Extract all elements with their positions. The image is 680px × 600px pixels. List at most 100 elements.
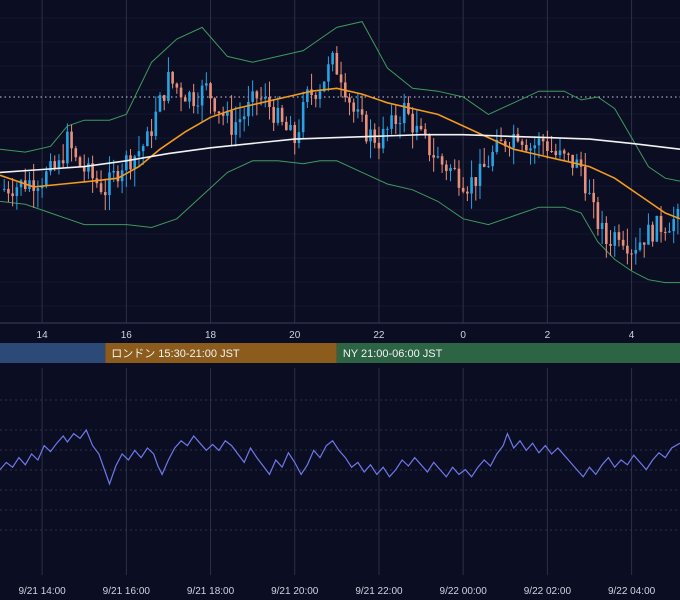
candle-body: [221, 113, 225, 116]
candle-body: [108, 172, 111, 196]
moving-average-short-line: [0, 87, 680, 220]
bollinger-upper-line: [0, 21, 680, 182]
candle-body: [137, 151, 141, 157]
candle-body: [487, 166, 490, 168]
candle-body: [423, 129, 427, 135]
candle-body: [91, 163, 94, 179]
candle-body: [600, 222, 604, 229]
candle-body: [352, 102, 355, 112]
price-x-tick-label: 2: [545, 330, 551, 341]
candle-body: [183, 97, 187, 102]
candle-body: [192, 92, 195, 107]
candle-body: [289, 125, 292, 131]
candle-body: [57, 160, 61, 169]
candle-body: [394, 115, 398, 125]
price-x-tick-label: 14: [37, 330, 49, 341]
candle-body: [478, 163, 482, 186]
candle-body: [617, 232, 621, 240]
candle-body: [310, 89, 313, 96]
candle-body: [318, 91, 322, 99]
candle-body: [482, 163, 486, 167]
candlestick-series: [2, 46, 680, 271]
candle-body: [541, 138, 545, 142]
candle-body: [36, 188, 40, 191]
candle-body: [360, 109, 364, 115]
candle-body: [7, 188, 10, 194]
price-panel: 14 16 18 20 22 0 2 4: [0, 0, 680, 341]
candle-body: [175, 83, 179, 88]
candle-body: [386, 128, 389, 130]
candle-body: [99, 183, 103, 193]
price-x-tick-label: 22: [373, 330, 385, 341]
candle-body: [213, 98, 217, 112]
candle-body: [259, 98, 263, 100]
candle-body: [377, 142, 381, 149]
candle-body: [276, 107, 280, 123]
candle-body: [369, 129, 372, 142]
candle-body: [655, 215, 659, 242]
candle-body: [676, 208, 680, 220]
candle-body: [19, 180, 23, 188]
candle-body: [49, 161, 52, 172]
candle-body: [470, 177, 473, 194]
candle-body: [280, 107, 284, 122]
candle-body: [15, 187, 19, 197]
candle-body: [592, 192, 595, 203]
candle-body: [146, 131, 149, 147]
candle-body: [331, 52, 334, 65]
price-x-tick-label: 0: [460, 330, 466, 341]
candle-body: [82, 166, 86, 172]
candle-body: [520, 141, 524, 145]
candle-body: [596, 202, 600, 229]
candle-body: [255, 91, 259, 99]
oscillator-line: [0, 428, 680, 486]
moving-average-lines: [0, 87, 680, 220]
bollinger-lower-line: [0, 160, 680, 284]
candle-body: [428, 134, 431, 156]
candle-body: [642, 242, 646, 245]
candle-body: [659, 215, 663, 232]
candle-body: [621, 239, 625, 246]
candle-body: [285, 121, 288, 131]
candle-body: [242, 116, 246, 120]
candle-body: [609, 243, 612, 246]
session-bar: ロンドン 15:30-21:00 JST NY 21:00-06:00 JST: [0, 343, 680, 363]
candle-body: [116, 171, 120, 182]
oscillator-x-tick-label: 9/22 02:00: [524, 586, 572, 597]
candle-body: [66, 131, 69, 164]
candle-body: [188, 92, 191, 102]
bollinger-bands: [0, 21, 680, 284]
oscillator-series: [0, 428, 680, 486]
candle-body: [158, 95, 162, 112]
price-x-tick-label: 16: [121, 330, 133, 341]
candle-body: [432, 155, 435, 158]
candle-body: [533, 145, 537, 149]
candle-body: [32, 180, 35, 191]
candle-body: [537, 138, 541, 146]
candle-body: [78, 157, 82, 167]
candle-body: [87, 163, 90, 172]
candle-body: [630, 253, 633, 255]
session-block: [336, 343, 680, 363]
candle-body: [457, 168, 461, 188]
candle-body: [74, 148, 78, 158]
candle-body: [314, 95, 318, 99]
moving-average-long-line: [0, 133, 680, 174]
candle-body: [466, 191, 469, 194]
candle-body: [141, 146, 145, 152]
candle-body: [546, 141, 549, 152]
oscillator-x-tick-label: 9/21 20:00: [271, 586, 319, 597]
candle-body: [53, 161, 57, 169]
candle-body: [415, 125, 419, 133]
oscillator-grid: [0, 368, 680, 575]
candle-body: [613, 232, 617, 246]
price-x-tick-label: 4: [629, 330, 635, 341]
candle-body: [419, 125, 423, 130]
candle-body: [348, 97, 351, 103]
candle-body: [339, 74, 343, 83]
candle-body: [579, 159, 583, 167]
candle-body: [381, 128, 385, 149]
candle-body: [567, 153, 570, 155]
